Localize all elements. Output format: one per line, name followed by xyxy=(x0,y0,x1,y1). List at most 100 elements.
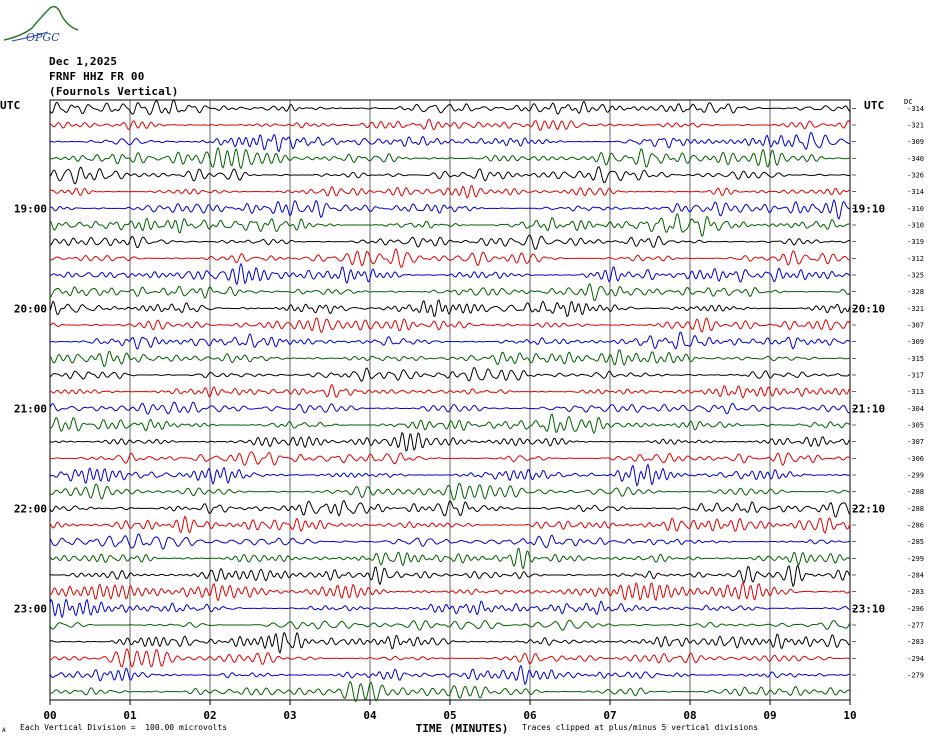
trace-line xyxy=(49,283,851,302)
trace-line xyxy=(49,533,851,550)
dc-offset-label: -305 xyxy=(907,422,924,430)
corner-mark: A xyxy=(2,727,6,734)
x-tick-label: 05 xyxy=(443,709,456,722)
logo-text: OPGC xyxy=(26,31,60,44)
x-tick-label: 10 xyxy=(843,709,856,722)
dc-offset-labels: -314 -321 -309 -340 -326 -314 -310 -310 -319 -312… xyxy=(852,105,924,680)
dc-offset-label: -319 xyxy=(907,238,924,246)
scale-note: Each Vertical Division = 100.00 microvol… xyxy=(20,723,228,732)
x-axis-title: TIME (MINUTES) xyxy=(416,722,509,735)
left-time-label: 22:00 xyxy=(14,502,47,515)
trace-line xyxy=(49,664,851,686)
left-time-label: 20:00 xyxy=(14,302,47,315)
dc-offset-label: -325 xyxy=(907,272,924,280)
trace-line xyxy=(49,299,851,318)
left-time-label: 21:00 xyxy=(14,402,47,415)
trace-line xyxy=(49,451,851,466)
dc-offset-label: -321 xyxy=(907,305,924,313)
plot-grid xyxy=(49,99,851,701)
dc-offset-label: -313 xyxy=(907,388,924,396)
dc-offset-label: -288 xyxy=(907,505,924,513)
utc-label-left: UTC xyxy=(0,99,21,112)
dc-offset-label: -310 xyxy=(907,205,924,213)
x-tick-label: 02 xyxy=(203,709,216,722)
right-time-label: 19:10 xyxy=(852,202,885,215)
trace-line xyxy=(49,366,851,382)
trace-line xyxy=(49,99,851,116)
trace-line xyxy=(49,431,851,452)
trace-line xyxy=(49,234,851,250)
trace-line xyxy=(49,262,851,286)
dc-offset-label: -317 xyxy=(907,372,924,380)
dc-offset-label: -283 xyxy=(907,638,924,646)
trace-line xyxy=(49,581,851,602)
trace-group xyxy=(49,99,851,703)
trace-line xyxy=(49,647,851,668)
trace-line xyxy=(49,317,851,333)
dc-offset-label: -279 xyxy=(907,672,924,680)
trace-line xyxy=(49,547,851,570)
x-tick-label: 09 xyxy=(763,709,776,722)
dc-offset-label: -326 xyxy=(907,172,924,180)
right-time-label: 23:10 xyxy=(852,602,885,615)
trace-line xyxy=(49,413,851,435)
dc-offset-label: -277 xyxy=(907,622,924,630)
clip-note: Traces clipped at plus/minus 5 vertical … xyxy=(522,723,759,732)
trace-line xyxy=(49,619,851,631)
dc-offset-label: -315 xyxy=(907,355,924,363)
x-tick-label: 07 xyxy=(603,709,616,722)
header-location: (Fournols Vertical) xyxy=(49,85,179,98)
dc-offset-label: -328 xyxy=(907,288,924,296)
dc-offset-label: -283 xyxy=(907,588,924,596)
trace-line xyxy=(49,401,851,415)
header-station: FRNF HHZ FR 00 xyxy=(49,70,145,83)
trace-line xyxy=(49,383,851,399)
x-tick-label: 06 xyxy=(523,709,537,722)
dc-offset-label: -307 xyxy=(907,438,924,446)
trace-line xyxy=(49,499,851,518)
x-tick-label: 01 xyxy=(123,709,137,722)
trace-line xyxy=(49,131,851,153)
dc-offset-label: -299 xyxy=(907,472,924,480)
trace-line xyxy=(49,564,851,588)
trace-line xyxy=(49,166,851,185)
right-time-label: 21:10 xyxy=(852,402,885,415)
right-time-label: 20:10 xyxy=(852,302,885,315)
utc-label-right: UTC xyxy=(864,99,885,112)
header-date: Dec 1,2025 xyxy=(49,55,118,68)
trace-line xyxy=(49,631,851,655)
dc-offset-label: -309 xyxy=(907,338,924,346)
dc-offset-label: -284 xyxy=(907,572,924,580)
dc-offset-label: -296 xyxy=(907,605,924,613)
trace-line xyxy=(49,185,851,199)
trace-line xyxy=(49,515,851,534)
dc-offset-label: -310 xyxy=(907,222,924,230)
trace-line xyxy=(49,598,851,619)
dc-offset-label: -288 xyxy=(907,488,924,496)
trace-line xyxy=(49,463,851,487)
trace-line xyxy=(49,482,851,501)
dc-offset-label: -314 xyxy=(907,105,924,113)
x-tick-label: 04 xyxy=(363,709,377,722)
dc-header: DC xyxy=(904,98,913,106)
trace-line xyxy=(49,349,851,368)
dc-offset-label: -304 xyxy=(907,405,924,413)
trace-line xyxy=(49,680,851,703)
dc-offset-label: -340 xyxy=(907,155,924,163)
dc-offset-label: -306 xyxy=(907,455,924,463)
dc-offset-label: -294 xyxy=(907,655,924,663)
dc-offset-label: -321 xyxy=(907,122,924,130)
opgc-logo: OPGC xyxy=(2,2,82,48)
dc-offset-label: -312 xyxy=(907,255,924,263)
x-axis: 00 01 02 03 04 05 06 07 08 09 10 xyxy=(43,700,857,722)
trace-line xyxy=(49,248,851,269)
x-tick-label: 00 xyxy=(43,709,56,722)
x-tick-label: 03 xyxy=(283,709,296,722)
dc-offset-label: -285 xyxy=(907,538,924,546)
left-time-label: 19:00 xyxy=(14,202,47,215)
trace-line xyxy=(49,331,851,350)
dc-offset-label: -307 xyxy=(907,322,924,330)
trace-line xyxy=(49,118,851,131)
trace-line xyxy=(49,213,851,238)
